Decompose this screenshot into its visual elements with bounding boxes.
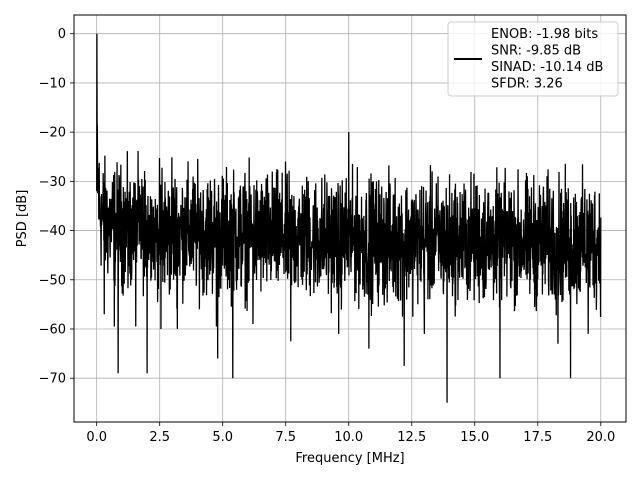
legend-enob: ENOB: -1.98 bits [491, 27, 598, 42]
plot-area [96, 33, 602, 403]
y-tick-label: −40 [39, 224, 66, 239]
x-tick-label: 7.5 [275, 430, 296, 445]
x-axis-label: Frequency [MHz] [295, 451, 404, 466]
y-tick-label: −50 [39, 273, 66, 288]
legend-box [447, 21, 619, 97]
y-axis-ticks: 0 −10 −20 −30 −40 −50 −60 −70 [39, 27, 74, 387]
y-tick-label: −30 [39, 175, 66, 190]
legend-sfdr: SFDR: 3.26 [491, 77, 563, 92]
legend-sinad: SINAD: -10.14 dB [491, 60, 603, 75]
y-tick-label: −10 [39, 76, 66, 91]
psd-series-line [96, 33, 602, 403]
x-tick-label: 10.0 [334, 430, 363, 445]
legend: ENOB: -1.98 bits SNR: -9.85 dB SINAD: -1… [447, 21, 619, 97]
legend-snr: SNR: -9.85 dB [491, 44, 581, 59]
x-tick-label: 5.0 [212, 430, 233, 445]
x-tick-label: 15.0 [460, 430, 489, 445]
x-tick-label: 12.5 [397, 430, 426, 445]
x-axis-ticks: 0.0 2.5 5.0 7.5 10.0 12.5 15.0 17.5 20.0 [86, 422, 615, 445]
y-tick-label: −20 [39, 126, 66, 141]
x-tick-label: 20.0 [586, 430, 615, 445]
y-tick-label: −70 [39, 372, 66, 387]
x-tick-label: 0.0 [86, 430, 107, 445]
y-tick-label: −60 [39, 322, 66, 337]
y-tick-label: 0 [58, 27, 66, 42]
x-tick-label: 17.5 [523, 430, 552, 445]
y-axis-label: PSD [dB] [15, 190, 30, 248]
x-tick-label: 2.5 [149, 430, 170, 445]
axes-frame [73, 14, 627, 423]
